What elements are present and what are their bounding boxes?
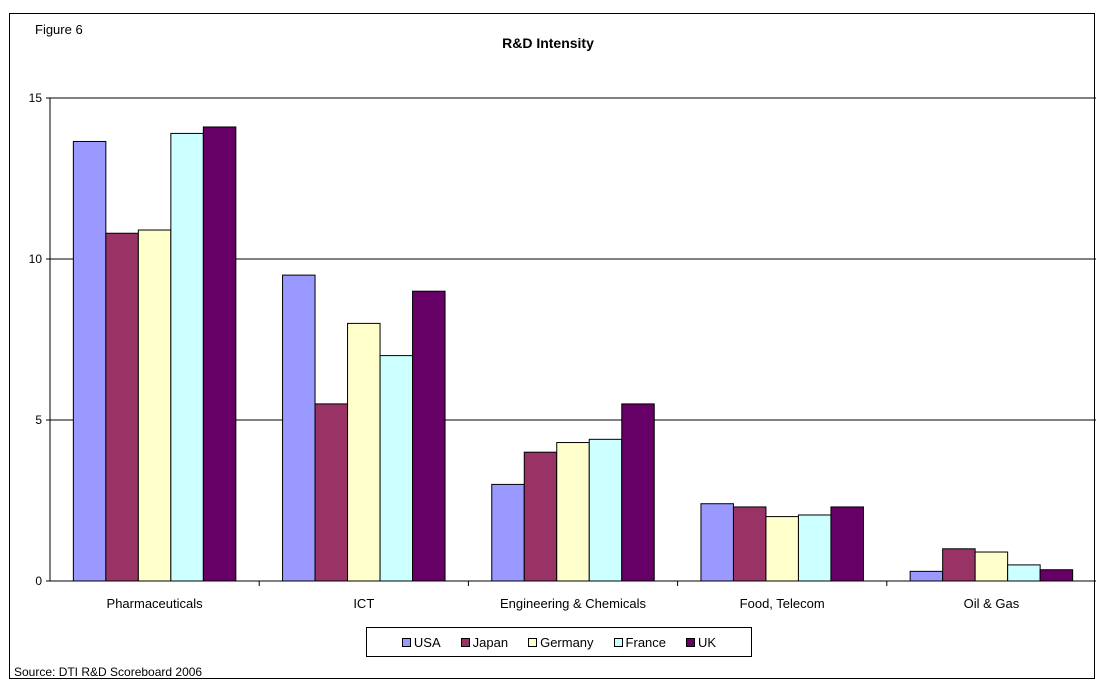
bar-germany-2	[347, 322, 381, 582]
legend-swatch	[613, 637, 623, 647]
y-tick-label: 10	[29, 252, 43, 266]
y-tick-label: 5	[35, 413, 42, 427]
y-tick-label: 15	[29, 91, 43, 105]
legend-swatch	[460, 637, 470, 647]
tick-labels: 0 5 10 15 Pharmaceuticals ICT Engineering & Ch…	[29, 91, 1020, 611]
bar-germany-1	[137, 229, 172, 582]
legend-label: Japan	[472, 634, 509, 650]
bar-germany-3	[556, 442, 590, 582]
legend-label: UK	[698, 634, 717, 650]
bar-france-1	[170, 132, 204, 582]
bar-usa-5	[909, 570, 944, 582]
axes	[46, 97, 1096, 586]
x-category-label: Engineering & Chemicals	[500, 596, 646, 611]
bar-japan-2	[314, 403, 349, 582]
bar-france-2	[379, 355, 414, 582]
bars	[72, 126, 1074, 582]
legend-item-japan: Japan	[460, 634, 509, 650]
bar-usa-4	[700, 503, 734, 582]
legend-swatch	[686, 637, 696, 647]
bar-france-5	[1007, 564, 1041, 582]
bar-japan-4	[732, 506, 767, 582]
legend-swatch	[401, 637, 411, 647]
bar-japan-1	[105, 232, 139, 582]
bar-france-3	[588, 438, 623, 582]
legend-label: Germany	[540, 634, 594, 650]
legend-item-usa: USA	[401, 634, 441, 650]
bar-japan-3	[523, 451, 558, 582]
bar-uk-2	[412, 290, 446, 582]
x-category-label: Food, Telecom	[740, 596, 825, 611]
x-category-label: Pharmaceuticals	[107, 596, 204, 611]
chart-title: R&D Intensity	[502, 35, 594, 51]
legend-item-uk: UK	[686, 635, 716, 650]
bar-uk-1	[202, 126, 237, 582]
legend-item-germany: Germany	[528, 634, 594, 650]
x-category-label: ICT	[353, 596, 374, 611]
x-category-label: Oil & Gas	[964, 596, 1020, 611]
bar-usa-3	[491, 483, 525, 582]
legend-label: France	[625, 634, 667, 650]
bar-japan-5	[942, 548, 976, 582]
source-note: Source: DTI R&D Scoreboard 2006	[14, 665, 203, 679]
y-tick-label: 0	[35, 574, 42, 588]
bar-germany-5	[974, 551, 1009, 582]
figure-label: Figure 6	[35, 22, 83, 37]
bar-germany-4	[765, 516, 799, 582]
legend-label: USA	[413, 634, 441, 650]
bar-usa-1	[72, 140, 107, 582]
bar-uk-3	[621, 403, 655, 582]
legend-item-france: France	[613, 634, 667, 650]
bar-usa-2	[282, 274, 316, 582]
legend-swatch	[528, 637, 538, 647]
bar-france-4	[797, 514, 832, 582]
legend: USA Japan Germany France UK	[366, 627, 752, 657]
bar-uk-4	[830, 506, 864, 582]
bar-uk-5	[1039, 569, 1074, 582]
